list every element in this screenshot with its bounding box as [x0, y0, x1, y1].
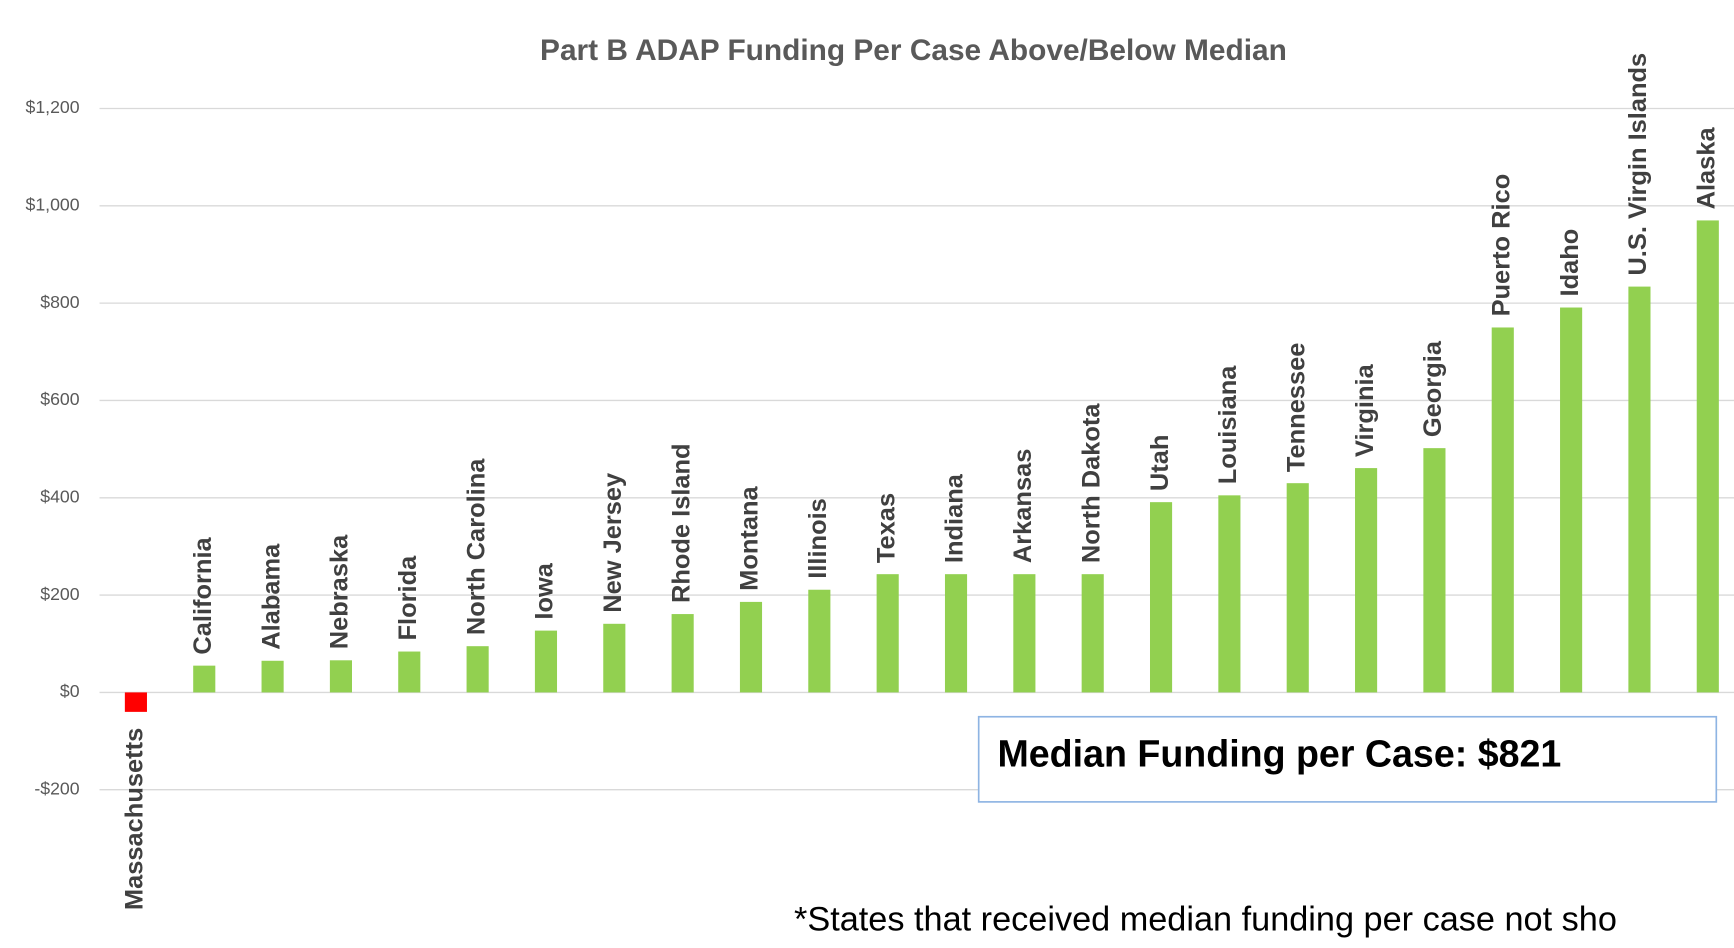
- bar: [739, 601, 763, 693]
- category-label: Massachusetts: [121, 728, 149, 910]
- category-label: Louisiana: [1214, 365, 1242, 485]
- category-label: Georgia: [1419, 340, 1447, 437]
- bar: [261, 660, 284, 693]
- bar: [193, 665, 216, 693]
- y-tick-label: $0: [60, 681, 80, 701]
- y-tick-label: $1,200: [26, 97, 80, 117]
- category-label: Virginia: [1351, 363, 1379, 457]
- category-label: Iowa: [531, 562, 559, 619]
- y-tick-label: $200: [40, 584, 80, 604]
- bar: [876, 574, 899, 693]
- bar: [1628, 286, 1651, 693]
- category-label: New Jersey: [599, 473, 627, 613]
- category-label: Montana: [736, 485, 764, 590]
- category-label: Rhode Island: [667, 443, 695, 603]
- y-tick-label: $1,000: [26, 194, 80, 214]
- bar: [1491, 327, 1514, 693]
- category-label: North Carolina: [462, 458, 490, 635]
- bar: [1218, 495, 1241, 693]
- category-label: California: [189, 536, 217, 654]
- bar: [1355, 468, 1378, 693]
- y-tick-label: -$200: [34, 778, 79, 798]
- category-label: Idaho: [1556, 229, 1584, 297]
- category-label: Alabama: [257, 543, 285, 650]
- footnote: *States that received median funding per…: [794, 900, 1617, 938]
- bar: [944, 574, 968, 693]
- annotation-box: [977, 715, 1718, 803]
- category-label: Illinois: [804, 498, 832, 579]
- chart-title: Part B ADAP Funding Per Case Above/Below…: [540, 34, 1287, 67]
- category-label: Florida: [394, 555, 422, 641]
- bar: [398, 651, 421, 693]
- category-label: Puerto Rico: [1487, 174, 1515, 317]
- annotation: Median Funding per Case: $821: [997, 732, 1561, 774]
- bar: [603, 623, 626, 693]
- bar: [1081, 574, 1104, 693]
- category-label: Arkansas: [1009, 449, 1037, 563]
- category-label: Nebraska: [326, 534, 354, 649]
- category-label: Utah: [1146, 435, 1174, 491]
- category-label: Alaska: [1693, 127, 1721, 210]
- y-tick-label: $800: [40, 292, 80, 312]
- bar: [1013, 574, 1036, 693]
- category-label: Texas: [872, 493, 900, 563]
- category-label: Tennessee: [1282, 343, 1310, 473]
- bar: [124, 692, 147, 712]
- category-label: U.S. Virgin Islands: [1624, 53, 1652, 276]
- bar: [466, 646, 489, 693]
- category-label: Indiana: [941, 473, 969, 563]
- bar: [534, 630, 558, 693]
- bar: [1560, 307, 1583, 693]
- category-label: North Dakota: [1077, 403, 1105, 563]
- y-tick-label: $400: [40, 486, 80, 506]
- bar: [671, 614, 694, 693]
- bar: [1286, 483, 1309, 693]
- bar: [1423, 448, 1446, 693]
- y-tick-label: $600: [40, 389, 80, 409]
- bar: [1696, 220, 1719, 693]
- bar: [329, 660, 352, 693]
- bar: [808, 589, 831, 693]
- plot-area: -$200 $0 $200 $400 $600 $800 $1,000 $1,200 Massa…: [26, 53, 1734, 910]
- bar: [1149, 502, 1173, 693]
